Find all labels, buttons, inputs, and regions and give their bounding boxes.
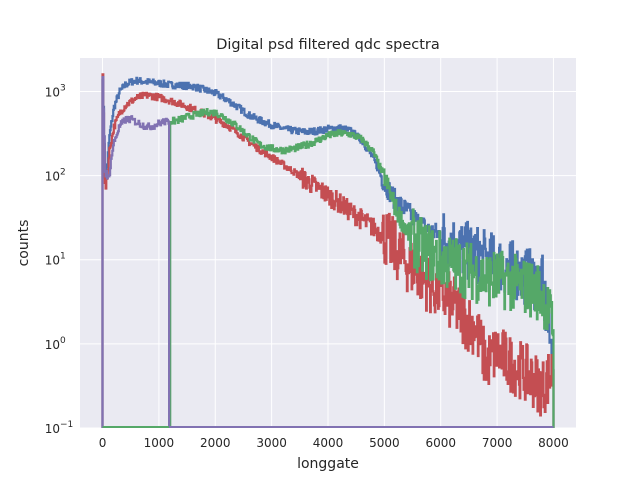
y-tick-exponent: 1 <box>60 252 66 262</box>
x-tick-label: 5000 <box>369 436 400 450</box>
y-axis-label: counts <box>16 220 32 267</box>
x-tick-label: 1000 <box>144 436 175 450</box>
x-tick-label: 0 <box>99 436 107 450</box>
chart-title: Digital psd filtered qdc spectra <box>216 37 440 53</box>
series-line <box>101 76 555 428</box>
series-line <box>169 108 555 428</box>
x-tick-label: 6000 <box>425 436 456 450</box>
y-tick-exponent: 3 <box>60 83 66 93</box>
y-tick-exponent: 2 <box>60 168 66 178</box>
y-tick-label: 10 <box>45 85 60 99</box>
y-tick-label: 10 <box>45 422 60 436</box>
x-ticks: 0 1000 2000 3000 4000 5000 6000 7000 8000 <box>99 436 569 450</box>
y-tick-exponent: −1 <box>60 420 73 430</box>
x-tick-label: 2000 <box>200 436 231 450</box>
y-tick-label: 10 <box>45 170 60 184</box>
y-tick-label: 10 <box>45 338 60 352</box>
x-tick-label: 7000 <box>482 436 513 450</box>
series-line <box>101 76 171 428</box>
series-line <box>101 73 555 428</box>
x-tick-label: 8000 <box>538 436 569 450</box>
series-layer <box>101 73 555 428</box>
y-tick-exponent: 0 <box>60 336 66 346</box>
x-axis-label: longgate <box>297 456 359 472</box>
x-tick-label: 4000 <box>313 436 344 450</box>
x-tick-label: 3000 <box>256 436 287 450</box>
y-tick-label: 10 <box>45 254 60 268</box>
